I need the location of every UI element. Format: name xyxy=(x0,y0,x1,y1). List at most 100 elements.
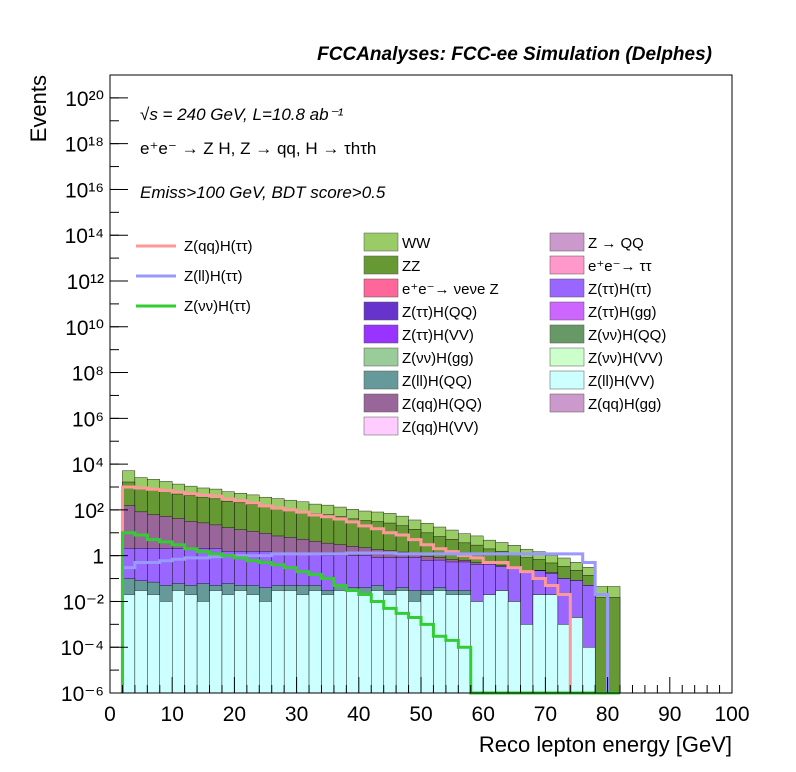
y-axis-label: Events xyxy=(26,75,51,142)
legend-fill-label-10: Z(νν)H(gg) xyxy=(402,350,474,367)
legend-fill-label-9: Z(νν)H(QQ) xyxy=(588,327,666,344)
bar-Z(ll)H(VV)-33 xyxy=(532,594,546,694)
legend-swatch-0 xyxy=(363,232,399,252)
y-tick-label-2: 10⁻² xyxy=(63,591,104,614)
bar-Z(ll)H(VV)-17 xyxy=(333,590,347,694)
legend-signal: Z(qq)H(ττ) Z(ll)H(ττ) Z(νν)H(ττ) xyxy=(136,238,253,315)
y-tick-label-4: 10² xyxy=(74,500,104,523)
x-tick-label-90: 90 xyxy=(658,703,681,726)
legend-swatch-9 xyxy=(549,324,585,344)
y-tick-label-13: 10²⁰ xyxy=(65,88,104,111)
legend-swatch-3 xyxy=(549,255,585,275)
legend-swatch-1 xyxy=(549,232,585,252)
legend-swatch-12 xyxy=(363,370,399,390)
bar-Z(ll)H(VV)-19 xyxy=(358,594,372,694)
legend-label-0: Z(qq)H(ττ) xyxy=(184,238,253,255)
legend-fill-label-8: Z(ττ)H(VV) xyxy=(402,327,474,344)
bar-Z(ll)H(VV)-29 xyxy=(483,594,496,694)
bar-Z(ll)H(VV)-8 xyxy=(221,594,235,694)
bar-Z(ll)H(VV)-37 xyxy=(582,647,596,694)
legend-fill-label-3: e⁺e⁻→ ττ xyxy=(588,258,652,275)
bar-Z(ll)H(VV)-7 xyxy=(209,590,223,694)
x-tick-label-10: 10 xyxy=(161,703,184,726)
annotation-cuts: Emiss>100 GeV, BDT score>0.5 xyxy=(140,183,386,202)
y-tick-label-5: 10⁴ xyxy=(72,454,104,477)
y-tick-label-6: 10⁶ xyxy=(72,408,104,431)
legend-swatch-16 xyxy=(363,416,399,436)
bar-Z(ll)H(VV)-34 xyxy=(545,594,559,694)
y-tick-label-0: 10⁻⁶ xyxy=(61,683,104,706)
bar-Z(ll)H(VV)-15 xyxy=(308,590,322,694)
bar-Z(ll)H(VV)-23 xyxy=(408,601,422,694)
bar-Z(ll)H(VV)-1 xyxy=(134,590,148,694)
legend-fill-label-0: WW xyxy=(402,235,431,252)
legend-fill-label-16: Z(qq)H(VV) xyxy=(402,419,479,436)
y-tick-label-1: 10⁻⁴ xyxy=(61,637,104,660)
bar-ZZ-38 xyxy=(594,597,608,694)
bar-Z(ll)H(VV)-5 xyxy=(184,594,198,694)
bar-Z(ll)H(VV)-28 xyxy=(470,601,484,694)
bar-Z(ll)H(VV)-30 xyxy=(495,590,509,694)
bar-Z(ll)H(VV)-27 xyxy=(458,594,471,694)
bar-Z(ll)H(VV)-18 xyxy=(346,590,359,694)
bar-Z(ll)H(VV)-0 xyxy=(122,594,136,694)
legend-fill-label-11: Z(νν)H(VV) xyxy=(588,350,663,367)
legend-label-2: Z(νν)H(ττ) xyxy=(184,298,251,315)
x-tick-label-0: 0 xyxy=(104,703,116,726)
y-tick-label-9: 10¹² xyxy=(67,271,104,294)
bar-Z(ll)H(VV)-12 xyxy=(271,590,285,694)
bar-Z(ll)H(VV)-31 xyxy=(507,601,521,694)
x-tick-label-30: 30 xyxy=(285,703,308,726)
x-axis-label: Reco lepton energy [GeV] xyxy=(479,732,732,757)
legend-fill-label-6: Z(ττ)H(QQ) xyxy=(402,304,477,321)
x-tick-label-40: 40 xyxy=(347,703,370,726)
legend-fill-label-15: Z(qq)H(gg) xyxy=(588,396,661,413)
x-axis-ticks: 0 10 20 30 40 50 60 70 80 90 100 xyxy=(104,677,750,726)
legend-backgrounds: WW Z → QQ ZZ e⁺e⁻→ ττ e⁺e⁻→ νeνe Z Z(ττ)H(ττ)… xyxy=(363,232,666,436)
annotation-process: e⁺e⁻ → Z H, Z → qq, H → τhτh xyxy=(140,139,376,158)
legend-fill-label-4: e⁺e⁻→ νeνe Z xyxy=(402,281,499,298)
y-tick-label-10: 10¹⁴ xyxy=(65,225,104,248)
chart-title: FCCAnalyses: FCC-ee Simulation (Delphes) xyxy=(317,44,712,65)
legend-swatch-10 xyxy=(363,347,399,367)
y-tick-label-8: 10¹⁰ xyxy=(65,317,104,340)
legend-fill-label-14: Z(qq)H(QQ) xyxy=(402,396,482,413)
legend-fill-label-12: Z(ll)H(QQ) xyxy=(402,373,472,390)
y-tick-label-12: 10¹⁸ xyxy=(65,134,104,157)
legend-swatch-6 xyxy=(363,301,399,321)
bar-Z(ll)H(VV)-2 xyxy=(147,594,160,694)
x-tick-label-60: 60 xyxy=(472,703,495,726)
legend-fill-label-13: Z(ll)H(VV) xyxy=(588,373,655,390)
bar-Z(ll)H(VV)-36 xyxy=(570,617,583,694)
bar-Z(ll)H(VV)-25 xyxy=(433,590,447,694)
legend-fill-label-1: Z → QQ xyxy=(588,235,644,252)
legend-swatch-7 xyxy=(549,301,585,321)
bar-Z(ll)H(VV)-13 xyxy=(283,590,297,694)
y-axis-ticks: 10⁻⁶ 10⁻⁴ 10⁻² 1 10² 10⁴ 10⁶ 10⁸ 10¹⁰ 10¹² 10¹⁴ 10¹… xyxy=(61,74,128,706)
x-tick-label-80: 80 xyxy=(596,703,619,726)
line-Z(ll)H(ττ) xyxy=(120,551,621,695)
legend-fill-label-7: Z(ττ)H(gg) xyxy=(588,304,657,321)
annotation-energy-luminosity: √s = 240 GeV, L=10.8 ab⁻¹ xyxy=(140,105,344,124)
legend-swatch-4 xyxy=(363,278,399,298)
x-tick-label-70: 70 xyxy=(534,703,557,726)
y-tick-label-3: 1 xyxy=(92,546,104,569)
bar-Z(ll)H(VV)-32 xyxy=(520,624,534,694)
bar-Z(ll)H(VV)-22 xyxy=(395,590,409,694)
legend-swatch-2 xyxy=(363,255,399,275)
legend-swatch-5 xyxy=(549,278,585,298)
bar-ZZ-39 xyxy=(607,597,621,694)
legend-label-1: Z(ll)H(ττ) xyxy=(184,268,243,285)
bar-Z(ll)H(VV)-35 xyxy=(557,624,571,694)
legend-swatch-11 xyxy=(549,347,585,367)
legend-swatch-8 xyxy=(363,324,399,344)
bar-Z(ll)H(VV)-11 xyxy=(259,601,272,694)
bar-Z(ll)H(VV)-20 xyxy=(371,590,384,694)
bar-Z(ll)H(VV)-10 xyxy=(246,594,260,694)
legend-fill-label-5: Z(ττ)H(ττ) xyxy=(588,281,652,298)
bar-Z(ll)H(VV)-3 xyxy=(159,601,173,694)
x-tick-label-20: 20 xyxy=(223,703,246,726)
bar-Z(ll)H(VV)-26 xyxy=(445,594,459,694)
legend-fill-label-2: ZZ xyxy=(402,258,420,275)
